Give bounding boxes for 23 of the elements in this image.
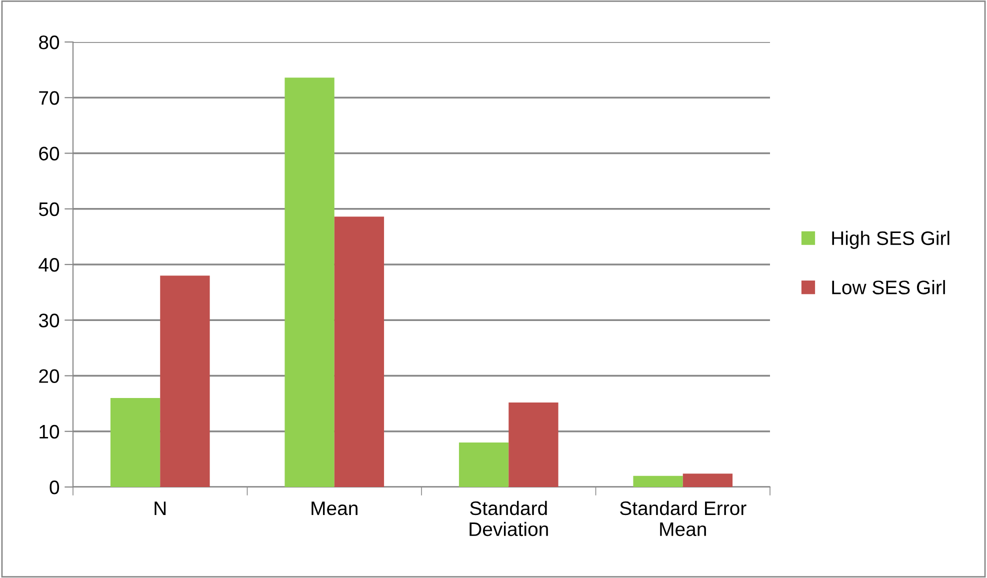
legend-label: Low SES Girl [832,280,945,294]
bar [682,474,733,487]
y-tick-label: 50 [38,202,60,216]
y-tick-label: 30 [38,314,60,328]
x-tick-label: Standard Deviation [470,500,548,536]
bar [633,476,683,487]
x-tick-label: N [154,502,166,515]
y-tick-label: 0 [50,480,60,494]
y-tick-label: 60 [39,146,60,160]
bar [284,78,334,487]
y-tick-label: 10 [40,424,60,439]
legend-label: High SES Girl [832,230,950,249]
x-tick-label: Mean [312,502,358,516]
bar [110,398,160,487]
bar [508,402,558,487]
bar [160,276,210,487]
bar [458,442,509,487]
y-tick-label: 70 [39,91,60,105]
bar [334,216,384,487]
y-tick-label: 20 [39,369,60,383]
x-tick-label: Standard Error Mean [620,500,746,536]
y-tick-label: 80 [39,35,60,50]
y-tick-label: 40 [38,258,60,272]
